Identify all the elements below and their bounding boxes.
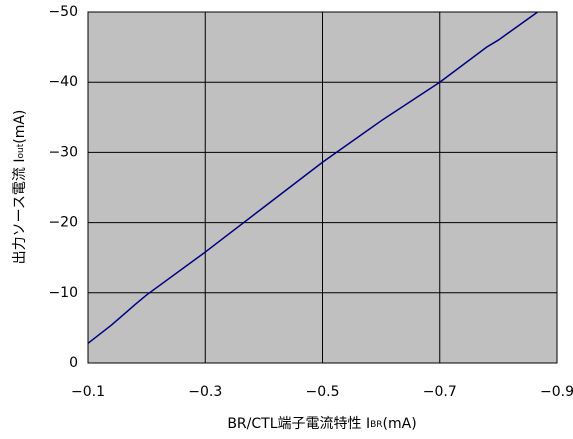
y-tick-label: −30 bbox=[48, 144, 78, 160]
x-axis-label: BR/CTL端子電流特性 IBR(mA) bbox=[227, 416, 416, 432]
x-tick-label: −0.1 bbox=[71, 384, 105, 400]
x-tick-label: −0.9 bbox=[540, 384, 573, 400]
x-tick-label: −0.3 bbox=[188, 384, 222, 400]
x-tick-label: −0.7 bbox=[423, 384, 457, 400]
y-tick-label: −40 bbox=[48, 74, 78, 90]
x-tick-label: −0.5 bbox=[306, 384, 340, 400]
y-tick-label: −50 bbox=[48, 4, 78, 20]
data-line bbox=[87, 11, 539, 344]
y-axis-label: 出力ソース電流 Iout(mA) bbox=[12, 110, 28, 265]
y-tick-label: −20 bbox=[48, 215, 78, 231]
y-tick-label: −10 bbox=[48, 285, 78, 301]
y-tick-label: 0 bbox=[69, 355, 78, 371]
